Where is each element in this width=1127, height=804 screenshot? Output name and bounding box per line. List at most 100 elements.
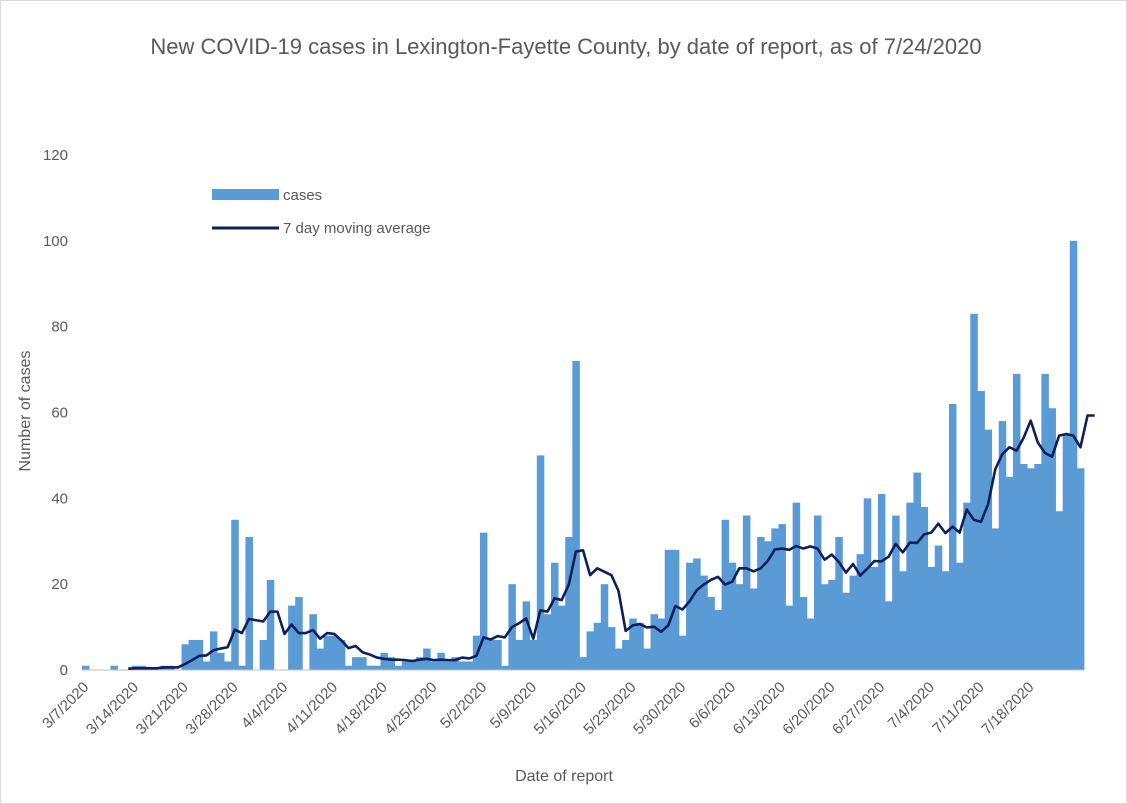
bar-cases bbox=[600, 584, 609, 670]
bar-cases bbox=[927, 567, 936, 670]
bar-cases bbox=[408, 661, 417, 670]
bar-cases bbox=[757, 536, 765, 670]
bar-cases bbox=[465, 661, 474, 670]
bar-cases bbox=[1048, 408, 1056, 670]
x-tick-labels: 3/7/20203/14/20203/21/20203/28/20204/4/2… bbox=[39, 679, 1037, 738]
bar-cases bbox=[551, 562, 559, 670]
legend-label-moving-average: 7 day moving average bbox=[283, 220, 431, 237]
bar-cases bbox=[885, 601, 893, 670]
bar-cases bbox=[323, 635, 332, 670]
bar-cases bbox=[835, 536, 843, 670]
y-tick-label: 0 bbox=[60, 662, 68, 679]
bar-cases bbox=[956, 562, 964, 670]
bar-cases bbox=[373, 665, 381, 670]
bar-cases bbox=[920, 506, 929, 670]
bar-cases bbox=[416, 657, 424, 671]
bar-cases bbox=[309, 614, 317, 670]
bar-cases bbox=[430, 661, 438, 670]
bar-cases bbox=[181, 644, 189, 670]
bar-cases bbox=[217, 652, 225, 670]
x-tick-label: 3/14/2020 bbox=[83, 679, 142, 738]
x-tick-label: 7/11/2020 bbox=[929, 679, 987, 737]
bar-cases bbox=[529, 639, 538, 670]
y-axis-title: Number of cases bbox=[17, 351, 34, 472]
bar-cases bbox=[842, 592, 850, 670]
bar-cases bbox=[636, 622, 644, 670]
bar-cases bbox=[451, 657, 460, 671]
y-tick-labels: 0 20 40 60 80 100 120 bbox=[43, 147, 68, 679]
bar-cases bbox=[671, 549, 680, 670]
x-tick-label: 5/16/2020 bbox=[531, 679, 590, 738]
bar-cases bbox=[792, 502, 801, 671]
bar-cases bbox=[231, 519, 239, 670]
legend: cases 7 day moving average bbox=[212, 187, 431, 237]
x-tick-label: 4/11/2020 bbox=[283, 679, 341, 737]
bar-cases bbox=[693, 558, 701, 670]
x-tick-label: 6/20/2020 bbox=[779, 679, 838, 738]
bar-cases bbox=[614, 648, 623, 670]
bar-cases bbox=[984, 429, 993, 670]
bar-cases bbox=[245, 536, 253, 670]
bar-cases bbox=[913, 472, 921, 670]
bar-cases bbox=[337, 639, 346, 670]
bar-cases bbox=[1012, 373, 1021, 671]
bar-cases bbox=[828, 579, 836, 671]
bar-cases bbox=[238, 665, 246, 670]
x-tick-label: 5/30/2020 bbox=[630, 679, 689, 738]
x-tick-label: 6/27/2020 bbox=[829, 679, 888, 738]
bar-cases bbox=[678, 635, 687, 670]
bar-cases bbox=[785, 605, 794, 671]
bar-cases bbox=[586, 631, 595, 671]
bar-cases bbox=[607, 627, 616, 670]
bar-cases bbox=[266, 579, 275, 671]
bar-cases bbox=[821, 584, 829, 670]
bar-cases bbox=[515, 639, 523, 670]
bar-cases bbox=[657, 618, 666, 670]
bar-cases bbox=[799, 597, 808, 670]
bar-cases bbox=[934, 545, 943, 670]
bar-cases bbox=[387, 657, 396, 671]
bar-cases bbox=[806, 618, 815, 670]
bar-cases bbox=[536, 455, 545, 670]
bar-cases bbox=[764, 541, 772, 670]
x-tick-label: 5/23/2020 bbox=[580, 679, 639, 738]
bar-cases bbox=[977, 391, 985, 670]
bar-cases bbox=[941, 571, 950, 670]
bar-cases bbox=[359, 657, 367, 671]
bar-cases bbox=[813, 515, 822, 670]
bar-cases bbox=[202, 661, 211, 670]
bar-cases bbox=[856, 554, 865, 671]
moving-average-line bbox=[128, 414, 1095, 671]
y-tick-label: 20 bbox=[51, 576, 68, 593]
y-tick-label: 100 bbox=[43, 233, 68, 250]
bar-cases bbox=[622, 639, 630, 670]
bar-cases bbox=[188, 639, 197, 670]
legend-label-cases: cases bbox=[283, 187, 322, 204]
x-tick-label: 6/13/2020 bbox=[730, 679, 789, 738]
x-tick-label: 3/21/2020 bbox=[133, 679, 192, 738]
bar-cases bbox=[259, 639, 268, 670]
bar-cases bbox=[82, 665, 90, 670]
bar-cases bbox=[778, 524, 786, 670]
bar-cases bbox=[629, 618, 637, 670]
bar-cases bbox=[863, 498, 872, 670]
bar-cases bbox=[750, 588, 758, 670]
bar-cases bbox=[1034, 464, 1042, 670]
bar-cases bbox=[1005, 476, 1014, 671]
x-tick-label: 4/18/2020 bbox=[332, 679, 391, 738]
bar-cases bbox=[444, 661, 452, 670]
bar-cases bbox=[565, 536, 573, 670]
bar-cases bbox=[316, 648, 325, 670]
x-tick-label: 4/25/2020 bbox=[381, 679, 440, 738]
bar-cases bbox=[991, 528, 1000, 671]
bar-cases bbox=[352, 657, 360, 671]
bar-cases bbox=[870, 567, 879, 670]
bar-cases bbox=[899, 571, 907, 670]
bars-layer bbox=[82, 240, 1085, 671]
moving-average-layer bbox=[128, 414, 1095, 671]
bar-cases bbox=[877, 494, 886, 670]
bar-cases bbox=[721, 519, 730, 670]
bar-cases bbox=[643, 648, 651, 670]
bar-cases bbox=[1055, 511, 1064, 670]
